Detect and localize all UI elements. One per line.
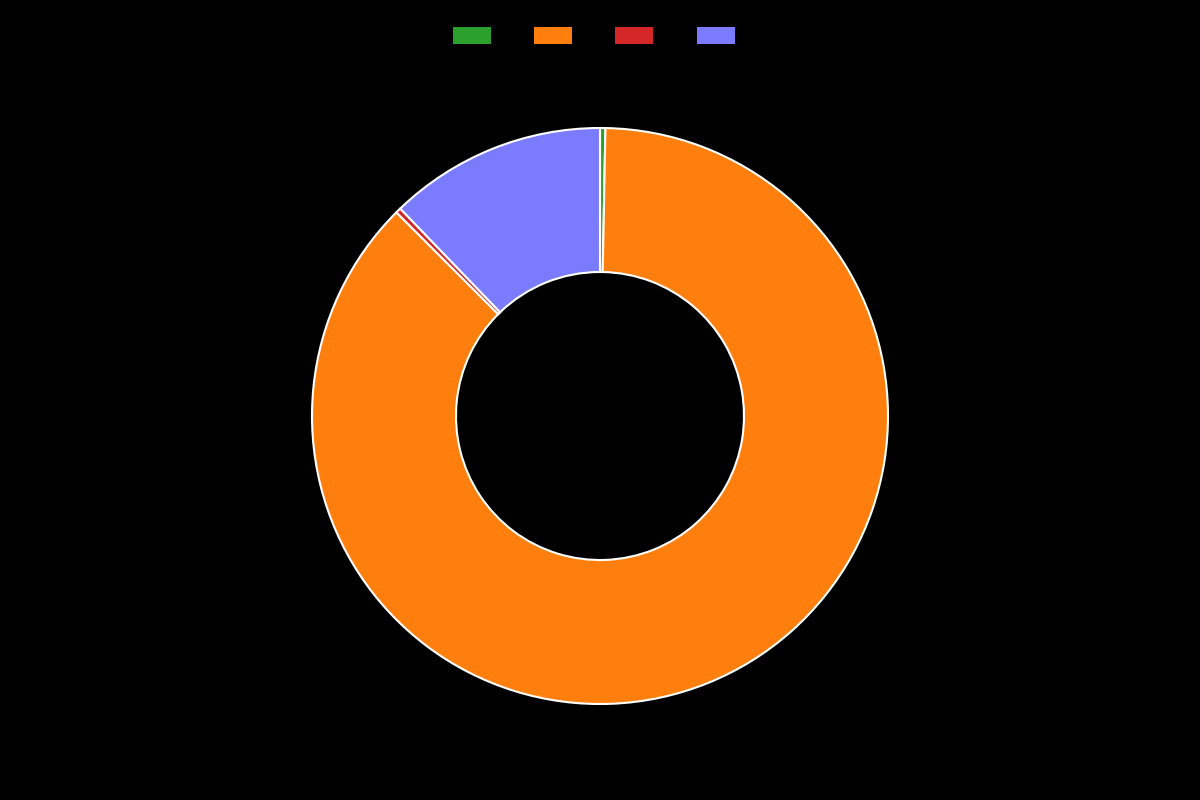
Wedge shape — [396, 209, 500, 314]
Legend:  ,  ,  ,  : , , , — [446, 21, 754, 50]
Wedge shape — [312, 128, 888, 704]
Wedge shape — [600, 128, 606, 272]
Wedge shape — [401, 128, 600, 312]
